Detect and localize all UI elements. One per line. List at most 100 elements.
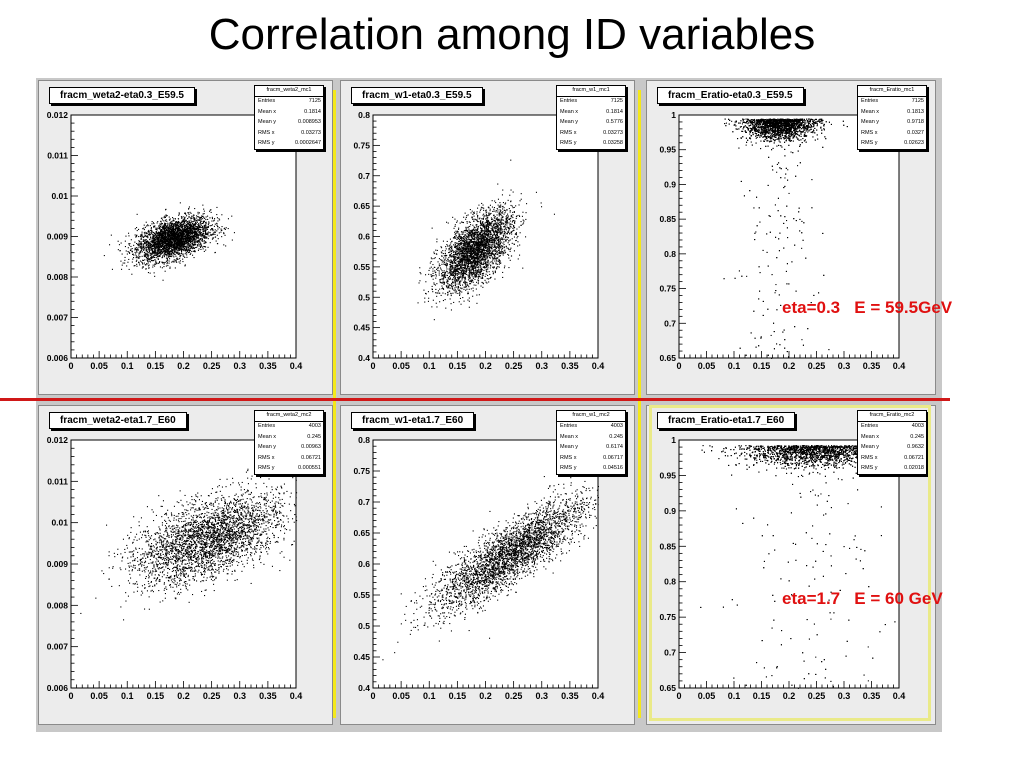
data-point — [189, 240, 191, 242]
data-point — [201, 233, 203, 235]
data-point — [433, 251, 435, 253]
data-point — [490, 255, 492, 257]
data-point — [176, 245, 178, 247]
data-point — [187, 241, 189, 243]
data-point — [480, 234, 482, 236]
data-point — [455, 286, 457, 288]
data-point — [149, 272, 151, 274]
data-point — [154, 234, 156, 236]
data-point — [166, 251, 168, 253]
data-point — [154, 252, 156, 254]
data-point — [171, 223, 173, 225]
data-point — [162, 255, 164, 257]
data-point — [495, 236, 497, 238]
data-point — [165, 260, 167, 262]
data-point — [159, 230, 161, 232]
data-point — [161, 234, 163, 236]
data-point — [160, 223, 162, 225]
data-point — [177, 242, 179, 244]
data-point — [182, 230, 184, 232]
data-point — [504, 265, 506, 267]
data-point — [161, 267, 163, 269]
data-point — [160, 220, 162, 222]
data-point — [157, 258, 159, 260]
data-point — [512, 220, 514, 222]
data-point — [129, 249, 131, 251]
data-point — [167, 240, 169, 242]
data-point — [176, 248, 178, 250]
data-point — [175, 232, 177, 234]
data-point — [478, 258, 480, 260]
data-point — [480, 228, 482, 230]
data-point — [176, 238, 178, 240]
data-point — [160, 249, 162, 251]
data-point — [164, 241, 166, 243]
data-point — [148, 246, 150, 248]
data-point — [456, 261, 458, 263]
data-point — [174, 249, 176, 251]
data-point — [136, 250, 138, 252]
data-point — [195, 240, 197, 242]
data-point — [164, 233, 166, 235]
data-point — [158, 262, 160, 264]
data-point — [156, 228, 158, 230]
data-point — [153, 241, 155, 243]
data-point — [474, 264, 476, 266]
data-point — [178, 243, 180, 245]
data-point — [210, 234, 212, 236]
data-point — [190, 233, 192, 235]
data-point — [160, 234, 162, 236]
data-point — [147, 241, 149, 243]
data-point — [142, 263, 144, 265]
data-point — [466, 288, 468, 290]
data-point — [185, 219, 187, 221]
data-point — [212, 234, 214, 236]
data-point — [134, 251, 136, 253]
data-point — [451, 268, 453, 270]
data-point — [192, 239, 194, 241]
stats-label: Mean y — [258, 119, 277, 125]
data-point — [168, 248, 170, 250]
data-point — [225, 227, 227, 229]
data-point — [476, 266, 478, 268]
data-point — [164, 220, 166, 222]
data-point — [194, 230, 196, 232]
data-point — [125, 235, 127, 237]
data-point — [505, 239, 507, 241]
data-point — [190, 239, 192, 241]
data-point — [200, 235, 202, 237]
data-point — [484, 257, 486, 259]
data-point — [185, 240, 187, 242]
data-point — [178, 229, 180, 231]
data-point — [154, 247, 156, 249]
data-point — [468, 238, 470, 240]
data-point — [491, 239, 493, 241]
data-point — [193, 231, 195, 233]
data-point — [188, 220, 190, 222]
data-point — [471, 253, 473, 255]
data-point — [157, 238, 159, 240]
data-point — [197, 235, 199, 237]
x-tick-label: 0.4 — [290, 361, 303, 371]
data-point — [140, 241, 142, 243]
data-point — [197, 229, 199, 231]
data-point — [151, 242, 153, 244]
data-point — [186, 233, 188, 235]
data-point — [503, 241, 505, 243]
plot-panel-w1-eta03: 0 0.05 0.1 0.15 0.2 0.25 0.3 0.35 0.4 0.4 0.45 0.5 0… — [340, 80, 635, 395]
data-point — [159, 251, 161, 253]
data-point — [194, 244, 196, 246]
data-point — [201, 234, 203, 236]
data-point — [169, 239, 171, 241]
data-point — [458, 228, 460, 230]
data-point — [480, 227, 482, 229]
data-point — [490, 242, 492, 244]
data-point — [188, 223, 190, 225]
data-point — [451, 283, 453, 285]
data-point — [464, 250, 466, 252]
data-point — [151, 253, 153, 255]
data-point — [177, 241, 179, 243]
data-point — [503, 243, 505, 245]
data-point — [497, 235, 499, 237]
data-point — [147, 272, 149, 274]
